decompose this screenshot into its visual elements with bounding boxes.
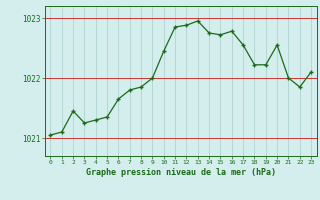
- X-axis label: Graphe pression niveau de la mer (hPa): Graphe pression niveau de la mer (hPa): [86, 168, 276, 177]
